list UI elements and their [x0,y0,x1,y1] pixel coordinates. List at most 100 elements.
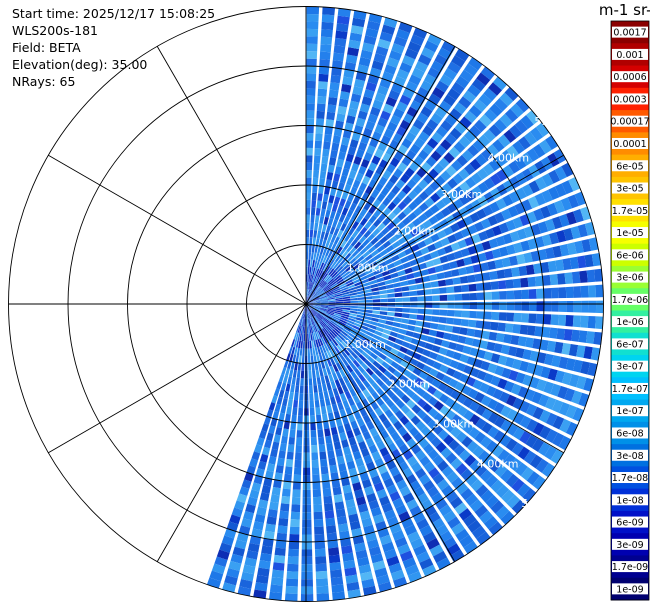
range-bin [336,344,343,353]
range-bin [368,444,378,454]
range-bin [467,388,479,400]
range-bin [311,244,315,253]
range-bin [413,207,423,217]
range-bin [504,380,515,393]
range-bin [349,247,357,255]
range-bin [522,487,537,503]
range-bin [406,455,418,467]
range-bin [211,563,226,575]
range-bin [301,333,304,342]
range-bin [450,496,463,509]
range-bin [349,202,357,212]
range-bin [561,162,574,178]
range-bin [345,265,353,272]
range-bin [376,488,388,499]
range-bin [577,223,588,238]
range-bin [362,585,377,596]
range-bin [389,331,399,338]
range-bin [326,350,333,359]
range-bin [572,359,583,373]
range-bin [393,356,403,364]
range-bin [395,399,406,409]
range-bin [447,294,455,301]
range-bin [406,498,419,510]
range-bin [400,404,411,415]
range-bin [455,482,469,495]
range-bin [310,430,317,438]
range-bin [335,326,342,332]
range-bin [288,346,293,354]
range-bin [382,197,392,207]
range-bin [410,338,420,346]
range-bin [565,286,574,299]
range-bin [537,221,549,234]
range-bin [514,119,528,134]
range-bin [349,362,357,371]
range-bin [331,584,345,593]
range-bin [321,156,329,165]
range-bin [477,134,491,147]
range-bin [394,536,408,548]
range-bin [574,240,584,254]
range-bin [386,163,396,174]
range-bin [354,78,366,89]
range-bin [430,150,442,162]
range-bin [258,560,271,570]
range-bin [541,189,553,203]
range-bin [307,318,309,327]
range-bin [485,494,499,509]
range-bin [306,140,314,148]
range-bin [479,382,490,394]
range-bin [313,355,317,363]
range-bin [387,307,396,312]
range-bin [492,139,505,153]
range-bin [343,242,351,251]
spoke-60 [305,154,564,305]
range-bin [384,356,394,365]
range-bin [448,378,459,389]
range-bin [302,475,311,483]
range-bin [307,311,310,319]
range-bin [506,145,519,159]
range-bin [380,307,388,311]
range-bin [325,248,331,257]
range-bin [477,252,487,262]
range-bin [395,389,405,399]
ray-11 [306,57,483,304]
range-bin [321,473,330,482]
range-bin [390,114,402,126]
range-bin [394,379,404,389]
range-bin [319,345,324,354]
range-bin [422,143,434,155]
range-bin [320,360,326,369]
range-bin [348,315,357,320]
range-bin [532,338,542,350]
range-bin [459,181,471,193]
range-bin [368,499,380,510]
range-bin [315,407,321,416]
range-bin [365,242,374,250]
range-bin [270,418,278,427]
range-bin [419,524,433,537]
range-bin [335,335,343,343]
range-bin [331,479,341,489]
range-bin [355,189,364,199]
range-bin [545,135,559,150]
range-bin [348,344,356,352]
range-bin [367,113,378,124]
range-bin [327,298,336,302]
range-bin [326,366,332,375]
range-bin [377,341,386,348]
range-bin [337,229,344,238]
range-bin [357,503,369,513]
range-bin [528,289,537,299]
colorbar-tick-label: 0.0017 [613,28,646,39]
colorbar-cell-25: 1e-09 [611,577,649,601]
range-bin [301,571,313,580]
range-bin [393,259,402,267]
range-bin [450,426,462,438]
range-bin [359,275,368,281]
range-bin [382,240,392,249]
range-bin [310,274,314,283]
range-bin [436,229,447,239]
